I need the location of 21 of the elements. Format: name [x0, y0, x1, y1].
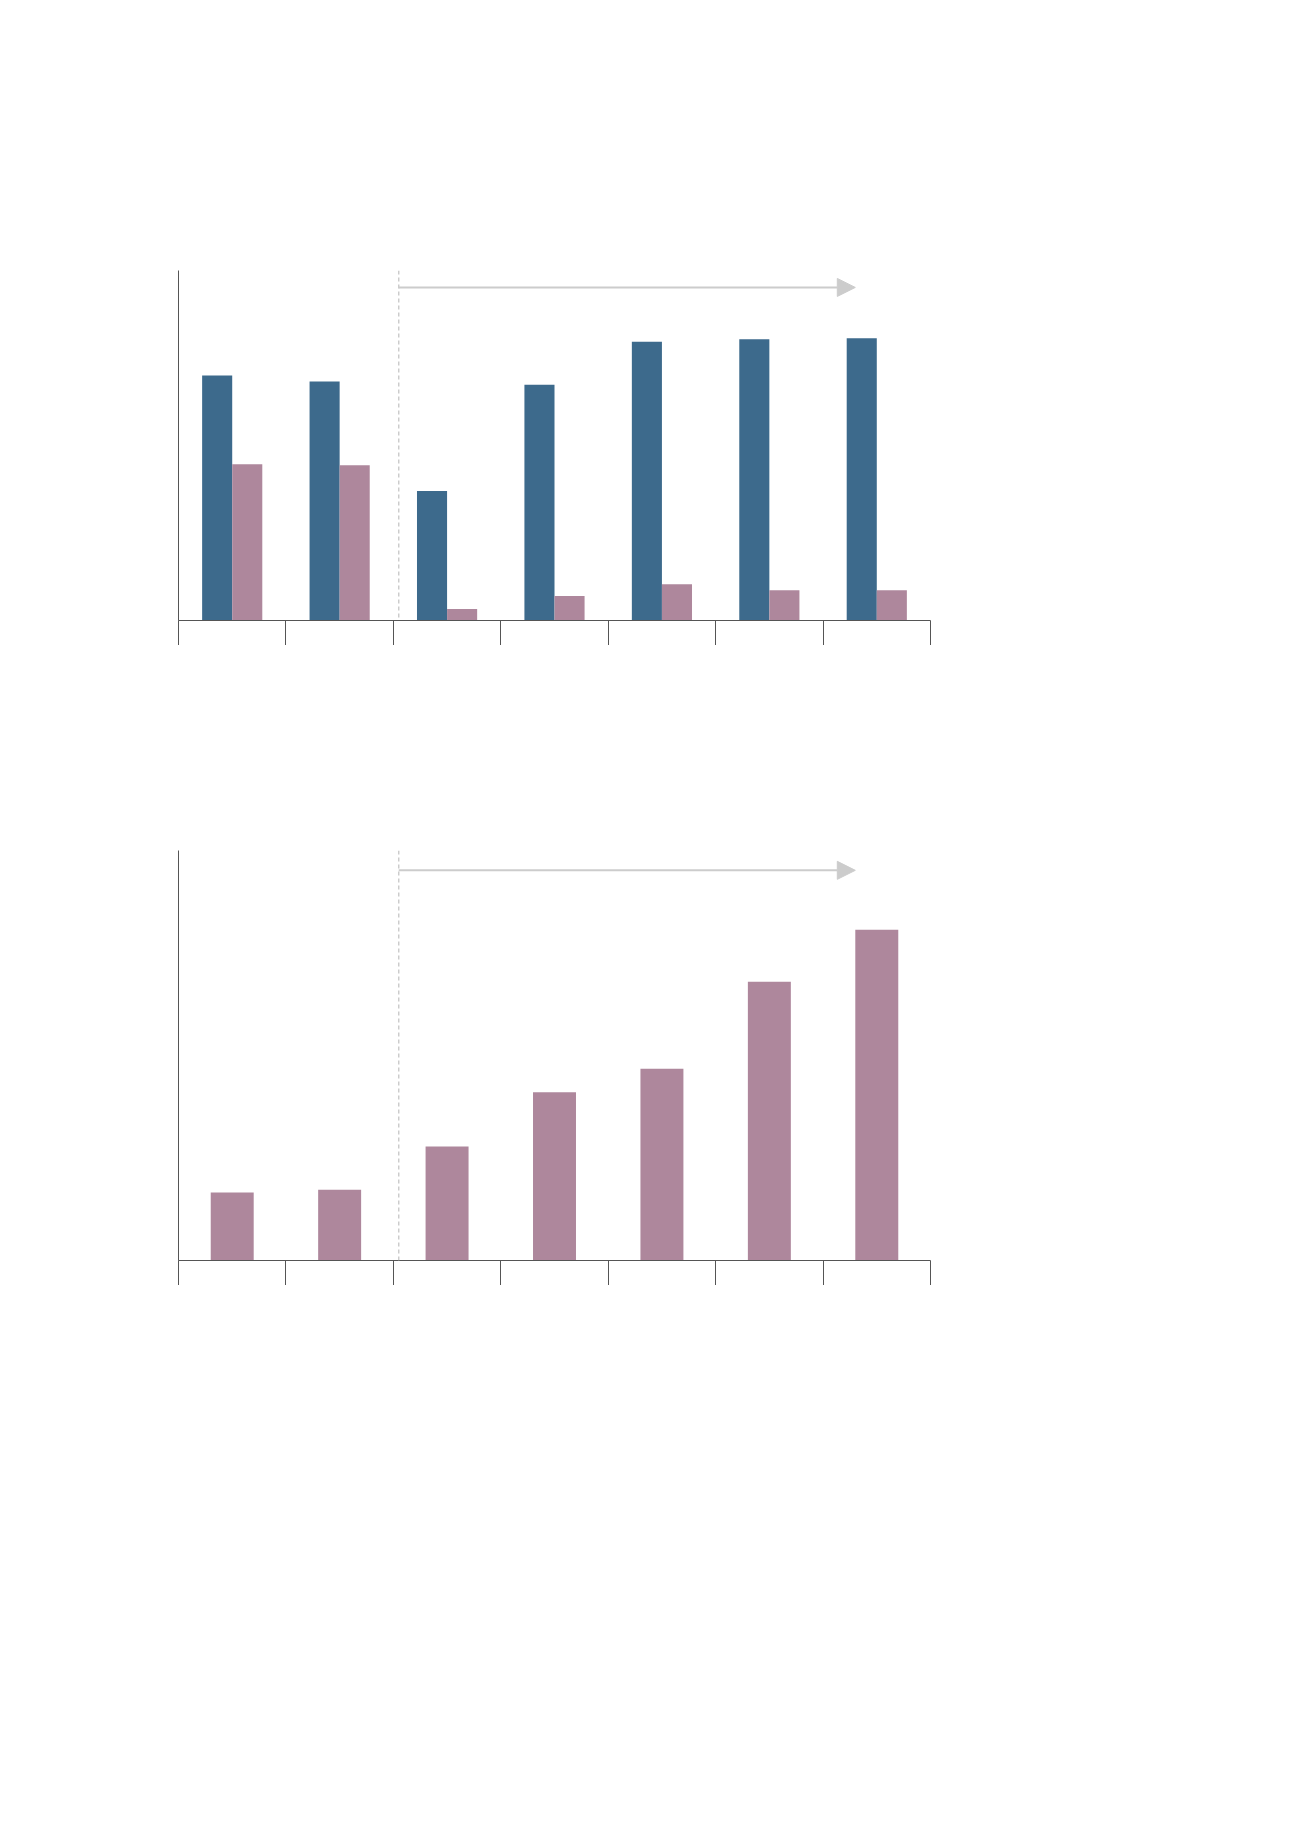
bar: [309, 381, 340, 621]
bar: [554, 595, 585, 621]
bar: [447, 608, 478, 621]
bar: [425, 1146, 469, 1261]
bar: [855, 929, 899, 1261]
bar: [524, 384, 555, 621]
bar: [661, 584, 693, 621]
bar: [769, 590, 800, 621]
bar: [339, 465, 370, 621]
bar: [318, 1189, 362, 1261]
bar: [876, 590, 907, 621]
bar: [631, 341, 662, 621]
bar: [747, 981, 791, 1261]
bar: [640, 1068, 684, 1261]
bar: [202, 375, 233, 621]
bar: [533, 1092, 576, 1261]
bar: [739, 339, 770, 621]
bar: [210, 1192, 254, 1261]
bar: [416, 490, 448, 621]
bar: [232, 464, 263, 621]
bar: [846, 338, 877, 621]
